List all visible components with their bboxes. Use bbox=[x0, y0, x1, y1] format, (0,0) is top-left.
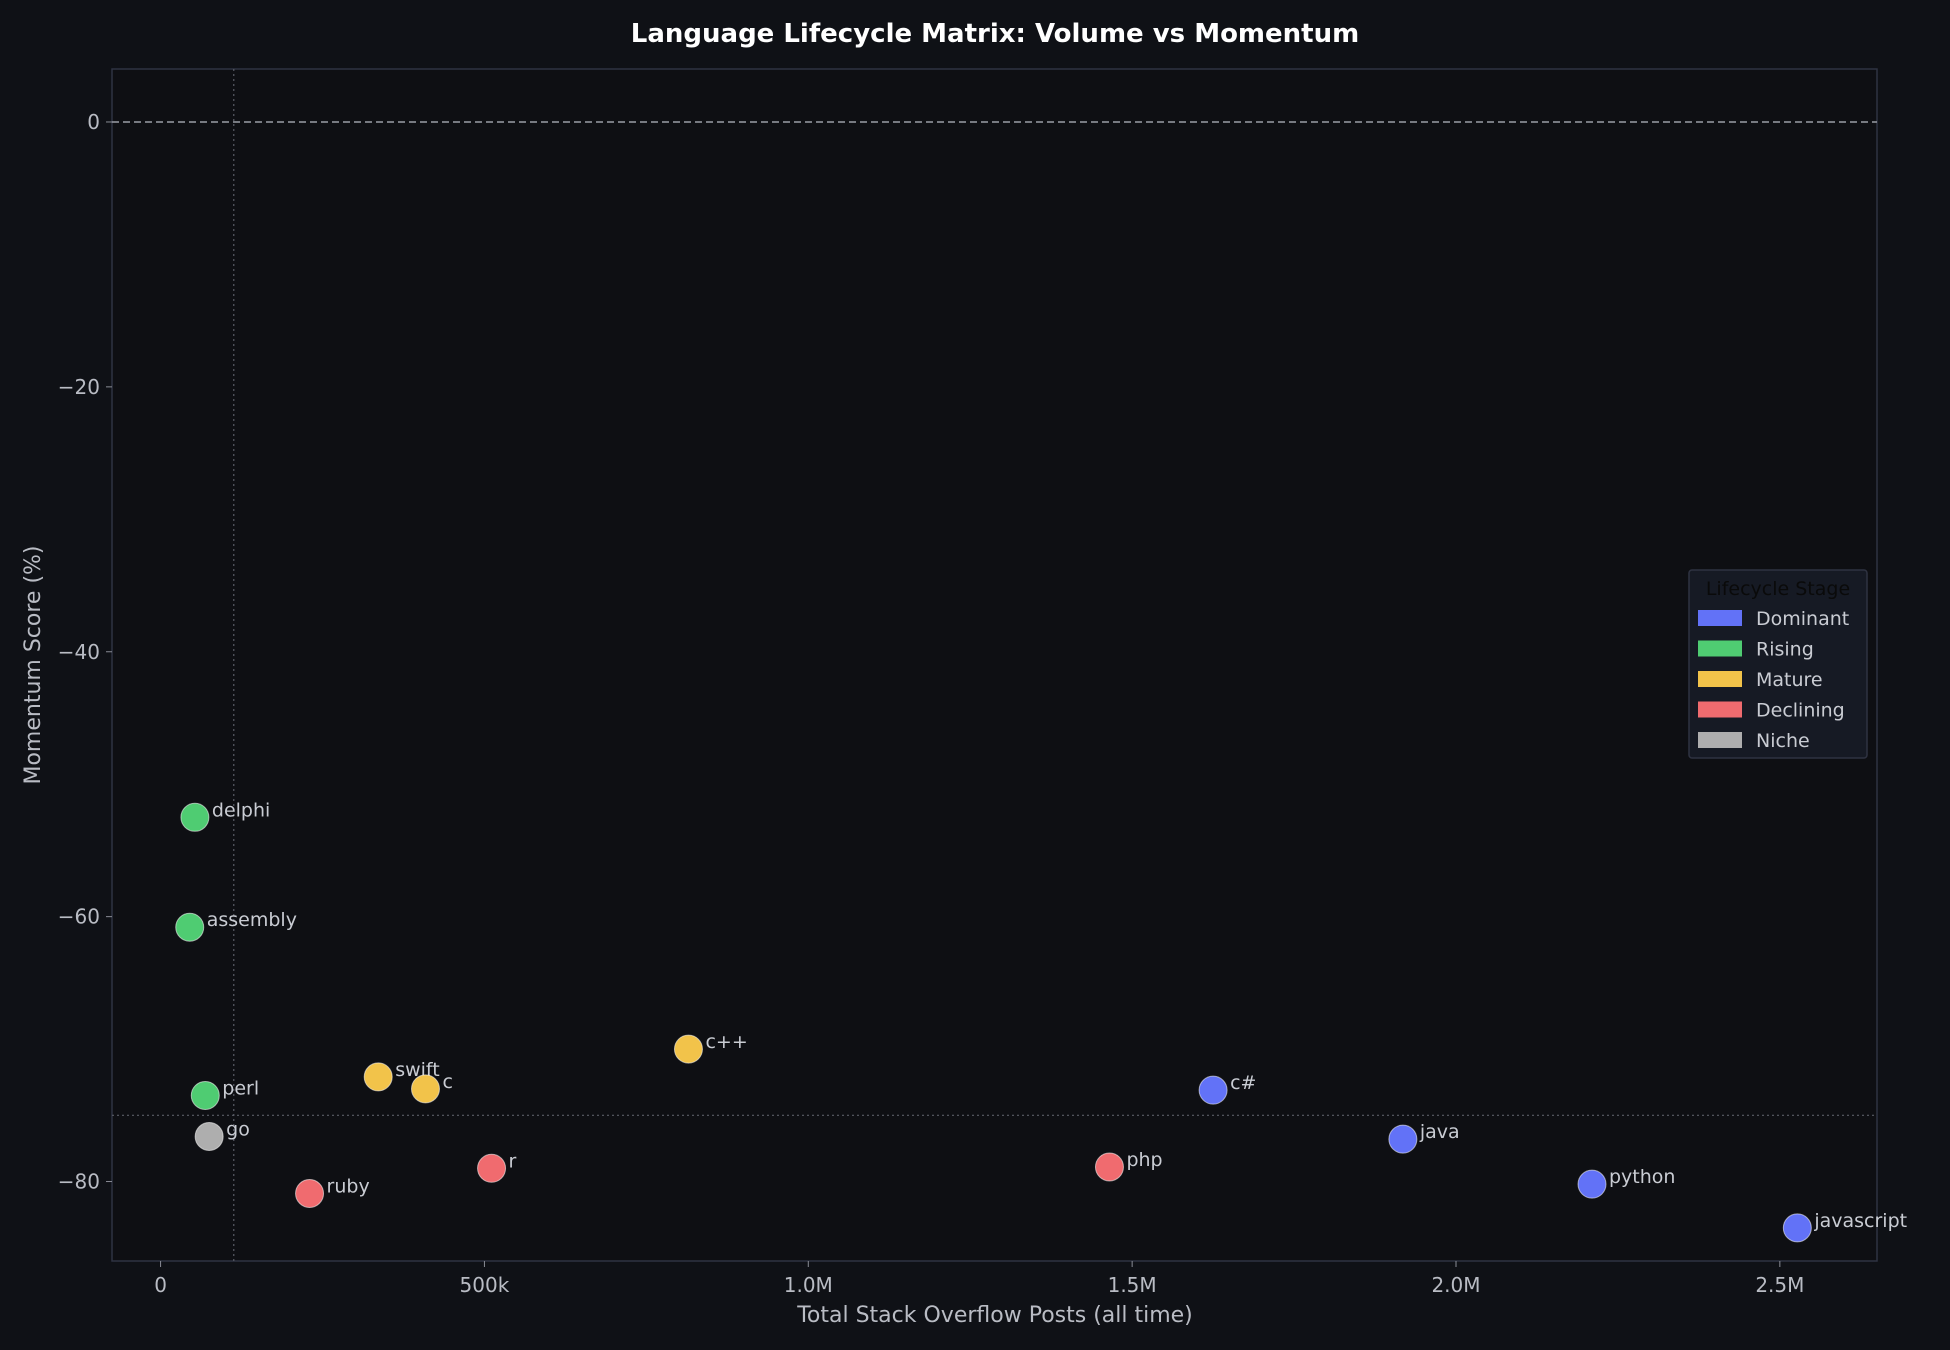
legend-swatch bbox=[1698, 701, 1742, 718]
x-tick-label: 2.5M bbox=[1755, 1273, 1804, 1297]
legend: Lifecycle Stage Dominant Rising Mature Decl… bbox=[1688, 569, 1868, 759]
y-tick-label: −20 bbox=[58, 375, 100, 399]
legend-label: Rising bbox=[1756, 639, 1814, 661]
point-label: javascript bbox=[1813, 1210, 1907, 1232]
data-point-go bbox=[194, 1122, 224, 1152]
x-tick-label: 2.0M bbox=[1431, 1273, 1480, 1297]
legend-entries: Dominant Rising Mature Declining Niche bbox=[1698, 608, 1849, 752]
point-label: php bbox=[1126, 1149, 1162, 1171]
chart-title: Language Lifecycle Matrix: Volume vs Mom… bbox=[631, 19, 1359, 49]
y-tick-label: −60 bbox=[58, 905, 100, 929]
point-label: perl bbox=[222, 1077, 259, 1099]
y-tick-label: −40 bbox=[58, 640, 100, 664]
legend-swatch bbox=[1698, 671, 1742, 687]
data-point-c bbox=[410, 1074, 440, 1104]
legend-label: Declining bbox=[1756, 700, 1845, 722]
y-tick-label: 0 bbox=[87, 110, 100, 134]
point-label: c++ bbox=[705, 1031, 747, 1053]
legend-title: Lifecycle Stage bbox=[1706, 578, 1850, 600]
point-label: c# bbox=[1230, 1072, 1256, 1094]
legend-label: Niche bbox=[1756, 730, 1810, 752]
plot-area bbox=[111, 68, 1878, 1262]
x-axis-ticks: 0 500k 1.0M 1.5M 2.0M 2.5M bbox=[154, 1261, 1804, 1297]
point-label: java bbox=[1419, 1121, 1460, 1143]
data-point-delphi bbox=[180, 802, 210, 832]
data-point-c- bbox=[673, 1034, 703, 1064]
data-point-python bbox=[1577, 1169, 1607, 1199]
point-label: ruby bbox=[327, 1175, 370, 1197]
data-point-assembly bbox=[175, 912, 205, 942]
data-point-ruby bbox=[295, 1178, 325, 1208]
point-label: assembly bbox=[207, 909, 297, 931]
point-label: python bbox=[1609, 1166, 1675, 1188]
data-point-php bbox=[1094, 1152, 1124, 1182]
point-label: go bbox=[226, 1119, 250, 1141]
y-axis-ticks: 0 −20 −40 −60 −80 bbox=[58, 110, 112, 1194]
x-tick-label: 1.0M bbox=[784, 1273, 833, 1297]
data-point-swift bbox=[363, 1062, 393, 1092]
legend-swatch bbox=[1698, 610, 1742, 626]
x-axis-label: Total Stack Overflow Posts (all time) bbox=[796, 1303, 1193, 1328]
point-label: c bbox=[442, 1071, 452, 1093]
legend-label: Dominant bbox=[1756, 608, 1849, 630]
legend-label: Mature bbox=[1756, 669, 1823, 691]
data-point-perl bbox=[190, 1080, 220, 1110]
data-point-javascript bbox=[1782, 1213, 1812, 1243]
legend-swatch bbox=[1698, 640, 1742, 657]
point-label: delphi bbox=[212, 799, 270, 821]
point-label: r bbox=[509, 1150, 517, 1172]
data-point-java bbox=[1388, 1124, 1418, 1154]
y-tick-label: −80 bbox=[58, 1170, 100, 1194]
x-tick-label: 1.5M bbox=[1108, 1273, 1157, 1297]
legend-swatch bbox=[1698, 732, 1742, 748]
reference-lines bbox=[112, 69, 1877, 1261]
x-tick-label: 500k bbox=[460, 1273, 510, 1297]
x-tick-label: 0 bbox=[154, 1273, 167, 1297]
y-axis-label: Momentum Score (%) bbox=[21, 545, 46, 784]
data-point-r bbox=[477, 1153, 507, 1183]
data-point-c- bbox=[1198, 1075, 1228, 1105]
